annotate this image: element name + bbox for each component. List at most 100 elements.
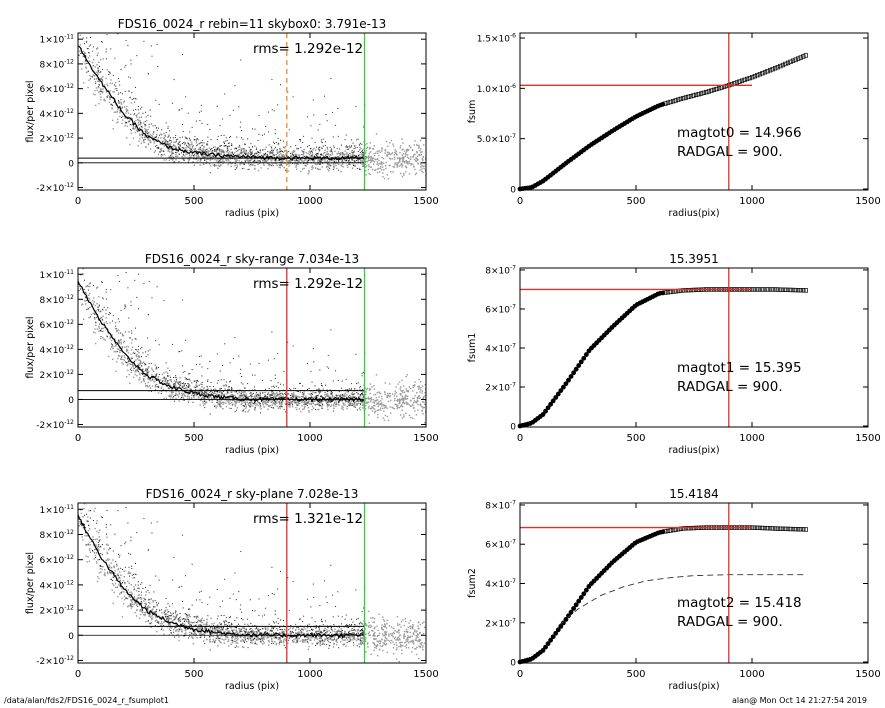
data-point bbox=[99, 330, 101, 332]
data-point bbox=[329, 167, 331, 169]
data-point bbox=[224, 93, 226, 95]
x-axis-label: radius(pix) bbox=[668, 445, 719, 456]
data-point bbox=[123, 341, 125, 344]
data-point bbox=[324, 145, 326, 147]
data-point bbox=[183, 154, 185, 156]
data-point bbox=[380, 395, 383, 398]
y-tick-label: 4×10-12 bbox=[39, 344, 74, 356]
data-point bbox=[88, 289, 90, 291]
data-point bbox=[166, 381, 169, 383]
data-point bbox=[242, 148, 244, 150]
data-point bbox=[384, 406, 387, 408]
data-point bbox=[195, 154, 198, 157]
data-point bbox=[406, 156, 409, 159]
data-point bbox=[369, 407, 372, 410]
data-point bbox=[278, 396, 281, 398]
data-point bbox=[211, 156, 213, 158]
data-point bbox=[327, 390, 329, 392]
data-point bbox=[367, 401, 370, 403]
data-point bbox=[318, 398, 320, 400]
data-point bbox=[82, 50, 85, 53]
data-point bbox=[304, 402, 306, 404]
data-point bbox=[405, 388, 407, 390]
curve-point bbox=[688, 94, 694, 99]
data-point bbox=[164, 139, 166, 141]
data-point bbox=[109, 336, 111, 338]
data-point bbox=[196, 386, 198, 388]
data-point bbox=[172, 102, 174, 104]
data-point bbox=[226, 150, 228, 153]
data-point bbox=[186, 146, 188, 148]
data-point bbox=[401, 398, 404, 401]
data-point bbox=[318, 390, 320, 392]
data-point bbox=[211, 399, 214, 401]
data-point bbox=[206, 151, 208, 153]
data-point bbox=[238, 391, 240, 393]
data-point bbox=[203, 159, 205, 161]
data-point bbox=[367, 156, 370, 158]
data-point bbox=[289, 395, 291, 397]
data-point bbox=[399, 388, 401, 390]
data-point bbox=[172, 158, 174, 160]
data-point bbox=[145, 111, 147, 113]
data-point bbox=[319, 395, 321, 397]
data-point bbox=[353, 393, 355, 395]
data-point bbox=[285, 395, 287, 397]
data-point bbox=[353, 160, 355, 162]
data-point bbox=[169, 394, 171, 396]
data-point bbox=[301, 160, 303, 163]
curve-point bbox=[760, 71, 765, 76]
data-point bbox=[317, 153, 319, 155]
data-point bbox=[270, 152, 272, 154]
data-point bbox=[341, 380, 343, 382]
data-point bbox=[129, 119, 131, 121]
data-point bbox=[216, 158, 218, 160]
data-point bbox=[379, 403, 381, 405]
x-axis-label: radius (pix) bbox=[225, 208, 279, 219]
data-point bbox=[264, 391, 266, 393]
data-point bbox=[156, 386, 158, 388]
data-point bbox=[318, 391, 320, 393]
data-point bbox=[321, 154, 323, 156]
data-point bbox=[105, 312, 107, 315]
data-point bbox=[281, 160, 283, 162]
data-point bbox=[416, 158, 419, 160]
data-point bbox=[87, 48, 89, 50]
data-point bbox=[303, 135, 305, 137]
data-point bbox=[311, 165, 314, 167]
data-point bbox=[84, 52, 87, 54]
data-point bbox=[315, 153, 318, 155]
data-point bbox=[196, 151, 198, 153]
data-point bbox=[300, 399, 303, 402]
data-point bbox=[382, 417, 384, 419]
data-point bbox=[317, 395, 319, 397]
curve-point bbox=[793, 287, 798, 293]
data-point bbox=[170, 155, 172, 157]
data-point bbox=[124, 66, 126, 68]
data-point bbox=[156, 134, 158, 136]
data-point bbox=[140, 365, 142, 367]
data-point bbox=[254, 403, 256, 405]
data-point bbox=[374, 411, 376, 413]
data-point bbox=[365, 157, 367, 159]
data-point bbox=[364, 166, 367, 168]
data-point bbox=[135, 119, 137, 122]
data-point bbox=[117, 108, 119, 111]
data-point bbox=[245, 159, 247, 162]
data-point bbox=[283, 154, 286, 157]
data-point bbox=[324, 141, 326, 143]
data-point bbox=[352, 404, 354, 406]
data-point bbox=[357, 382, 359, 384]
data-point bbox=[111, 108, 113, 110]
data-point bbox=[165, 159, 168, 161]
data-point bbox=[297, 163, 300, 165]
data-point bbox=[279, 150, 282, 152]
data-point bbox=[121, 358, 123, 360]
data-point bbox=[332, 380, 334, 382]
data-point bbox=[358, 154, 360, 156]
data-point bbox=[272, 154, 275, 157]
data-point bbox=[168, 382, 170, 385]
data-point bbox=[267, 400, 269, 403]
data-point bbox=[368, 148, 371, 150]
data-point bbox=[271, 404, 274, 406]
